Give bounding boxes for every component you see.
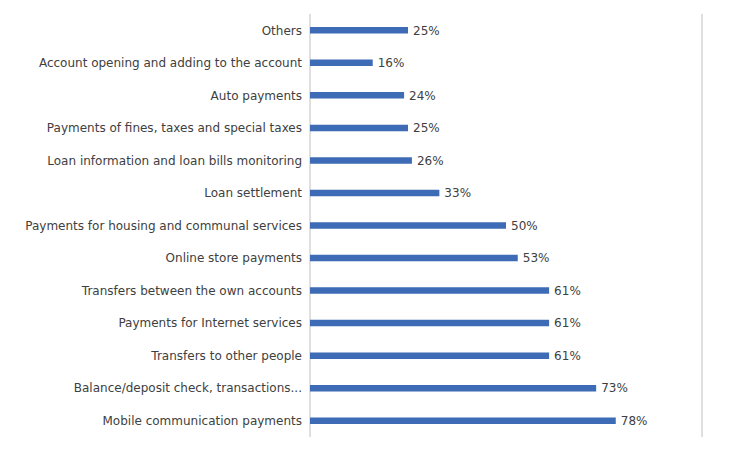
svg-text:50%: 50%	[511, 219, 538, 233]
svg-text:Payments for housing and commu: Payments for housing and communal servic…	[25, 219, 302, 233]
svg-text:25%: 25%	[413, 121, 440, 135]
svg-text:53%: 53%	[523, 251, 550, 265]
svg-text:61%: 61%	[554, 349, 581, 363]
svg-text:Account opening and adding to: Account opening and adding to the accoun…	[39, 56, 302, 70]
svg-text:Auto payments: Auto payments	[211, 89, 302, 103]
svg-text:Mobile communication payments: Mobile communication payments	[103, 414, 303, 428]
svg-text:25%: 25%	[413, 24, 440, 38]
svg-text:16%: 16%	[378, 56, 405, 70]
svg-text:Loan settlement: Loan settlement	[204, 186, 302, 200]
svg-text:24%: 24%	[409, 89, 436, 103]
svg-text:Loan information and loan bill: Loan information and loan bills monitori…	[47, 154, 302, 168]
svg-text:61%: 61%	[554, 284, 581, 298]
svg-text:Others: Others	[262, 24, 302, 38]
svg-text:73%: 73%	[601, 381, 628, 395]
svg-text:Transfers between the own acco: Transfers between the own accounts	[81, 284, 302, 298]
svg-text:Online store payments: Online store payments	[166, 251, 302, 265]
svg-text:26%: 26%	[417, 154, 444, 168]
svg-text:61%: 61%	[554, 316, 581, 330]
svg-text:Payments of fines, taxes and s: Payments of fines, taxes and special tax…	[47, 121, 302, 135]
svg-text:Payments for Internet services: Payments for Internet services	[118, 316, 302, 330]
svg-text:33%: 33%	[444, 186, 471, 200]
svg-text:Transfers to other people: Transfers to other people	[150, 349, 302, 363]
svg-text:Balance/deposit check, transac: Balance/deposit check, transactions...	[74, 381, 302, 395]
svg-text:78%: 78%	[621, 414, 648, 428]
